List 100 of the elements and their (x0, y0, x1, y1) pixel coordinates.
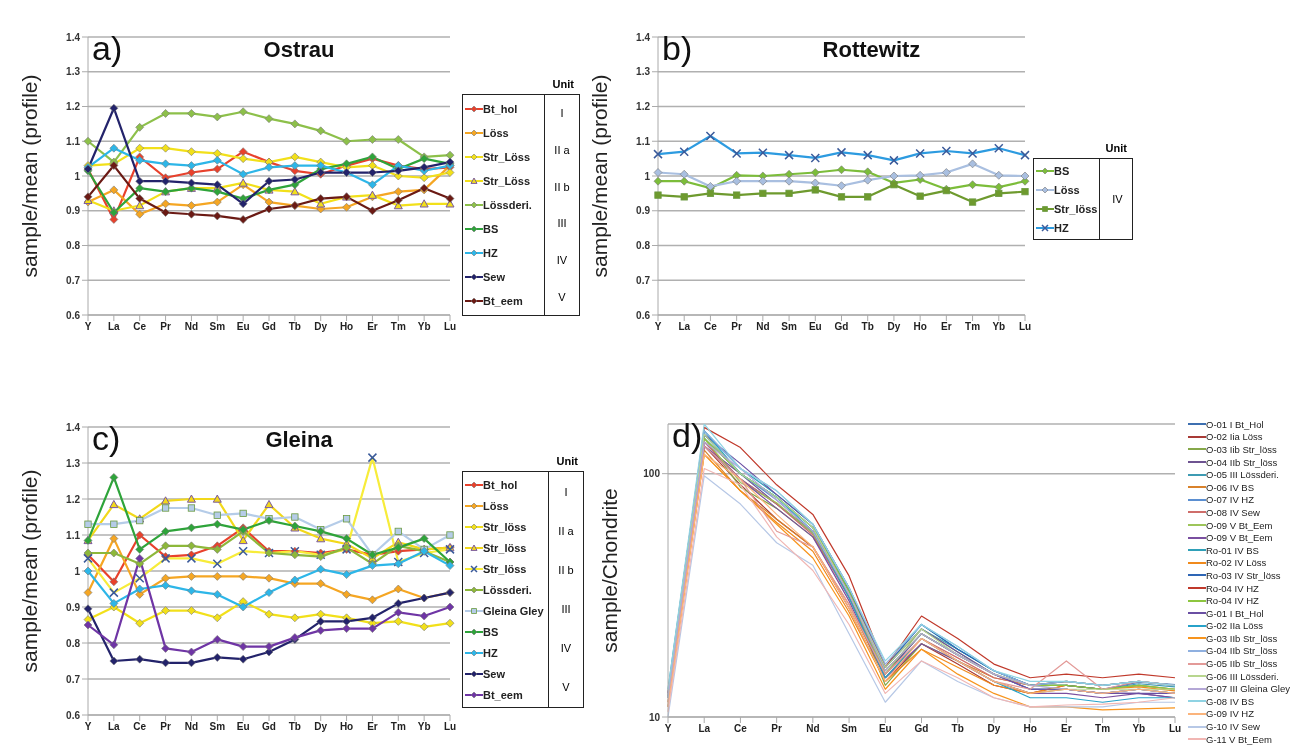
x-tick-label: La (108, 721, 121, 733)
x-tick-label: Tb (288, 321, 301, 333)
legend-label: Bt_hol (483, 478, 518, 491)
x-tick-label: Ho (339, 721, 354, 733)
legend-label: Str_löss (483, 520, 527, 533)
x-tick-label: Tm (965, 321, 981, 333)
legend-label: Ro-04 IV HZ (1206, 595, 1259, 607)
x-tick-label: Eu (878, 723, 892, 735)
y-tick-label: 1.1 (66, 529, 81, 541)
y-tick-label: 1 (644, 170, 651, 182)
chart-title: Gleina (264, 427, 334, 453)
x-tick-label: Ho (1023, 723, 1037, 735)
legend-label: G-03 IIb Str_löss (1206, 632, 1278, 644)
legend-label: Ro-02 IV Löss (1206, 557, 1267, 569)
chart-title: Rottewitz (821, 37, 922, 63)
y-tick-label: 0.7 (66, 274, 81, 286)
legend-label: Lössderi. (483, 199, 532, 211)
y-tick-label: 1.1 (636, 135, 651, 147)
x-tick-label: Eu (236, 321, 250, 333)
x-tick-label: Pr (731, 321, 743, 333)
legend-label: Ro-03 IV Str_löss (1206, 569, 1281, 581)
y-tick-label: 0.8 (66, 240, 81, 252)
y-tick-label: 0.6 (66, 309, 81, 321)
x-tick-label: La (678, 321, 691, 333)
y-tick-label: 100 (643, 468, 661, 480)
annotation: a) (92, 29, 123, 68)
x-tick-label: Pr (771, 723, 783, 735)
x-tick-label: Nd (756, 321, 770, 333)
x-tick-label: Nd (806, 723, 820, 735)
text: Unit (551, 78, 575, 92)
x-tick-label: Ce (734, 723, 748, 735)
x-tick-label: Er (941, 321, 952, 333)
x-tick-label: Y (84, 721, 92, 733)
x-tick-label: La (698, 723, 711, 735)
y-tick-label: 10 (648, 711, 661, 723)
legend-label: Str_Löss (483, 175, 531, 187)
legend-label: HZ (1054, 221, 1069, 234)
x-tick-label: Dy (314, 721, 328, 733)
annotation: c) (92, 419, 121, 458)
text: II b (558, 563, 574, 576)
x-tick-label: Nd (184, 721, 199, 733)
y-tick-label: 1.4 (66, 31, 81, 43)
text: V (558, 290, 566, 303)
x-tick-label: Gd (262, 721, 276, 733)
y-axis-title: sample/mean (profile) (18, 469, 42, 673)
x-tick-label: Gd (914, 723, 929, 735)
legend-label: Ro-01 IV BS (1206, 544, 1259, 556)
legend-label: G-02 IIa Löss (1206, 620, 1264, 632)
x-tick-label: Y (84, 321, 92, 333)
y-tick-label: 0.9 (636, 205, 651, 217)
y-tick-label: 1.3 (636, 66, 651, 78)
y-tick-label: 1.1 (66, 135, 81, 147)
x-tick-label: Y (654, 321, 662, 333)
text: III (557, 217, 567, 230)
y-tick-label: 0.7 (66, 673, 81, 685)
legend-label: Löss (483, 127, 509, 139)
y-tick-label: 1.2 (636, 101, 651, 113)
y-axis-title: sample/mean (profile) (588, 74, 612, 278)
text: IV (1112, 193, 1123, 205)
legend-label: Str_löss (1054, 202, 1098, 215)
y-tick-label: 0.6 (636, 309, 651, 321)
x-tick-label: Yb (417, 721, 431, 733)
text: II a (554, 143, 570, 156)
text: V (562, 681, 570, 694)
legend-label: O-09 V Bt_Eem (1206, 519, 1273, 531)
x-tick-label: Tb (861, 321, 874, 333)
legend-label: Str_löss (483, 562, 527, 575)
legend-label: O-05 III Lössderi. (1206, 469, 1279, 481)
legend-label: G-06 III Lössderi. (1206, 670, 1279, 682)
legend-label: G-10 IV Sew (1206, 721, 1260, 733)
x-tick-label: Tb (951, 723, 964, 735)
x-tick-label: Ho (913, 321, 927, 333)
x-tick-label: Lu (1018, 321, 1032, 333)
x-tick-label: Eu (808, 321, 822, 333)
legend-label: Gleina Gley (483, 604, 544, 617)
x-tick-label: Gd (834, 321, 849, 333)
legend-label: Löss (483, 499, 509, 512)
x-tick-label: Dy (314, 321, 328, 333)
text: Unit (555, 455, 579, 469)
y-tick-label: 1.4 (66, 421, 81, 433)
x-tick-label: Lu (443, 321, 457, 333)
x-tick-label: Er (367, 321, 378, 333)
x-tick-label: Ce (704, 321, 718, 333)
x-tick-label: Yb (417, 321, 431, 333)
y-tick-label: 1 (74, 565, 81, 577)
x-tick-label: Dy (887, 321, 901, 333)
legend-label: O-03 Iib Str_löss (1206, 443, 1277, 455)
legend-label: BS (1054, 164, 1070, 177)
x-tick-label: Yb (992, 321, 1006, 333)
legend-label: Sew (483, 667, 506, 680)
legend-label: G-01 I Bt_Hol (1206, 607, 1264, 619)
x-tick-label: Sm (209, 321, 226, 333)
y-tick-label: 0.8 (66, 637, 81, 649)
legend-label: Löss (1054, 183, 1080, 196)
text: II a (558, 524, 574, 537)
legend-label: HZ (483, 646, 498, 659)
x-tick-label: Ho (339, 321, 354, 333)
x-tick-label: Tm (390, 721, 406, 733)
x-tick-label: Nd (184, 321, 199, 333)
x-tick-label: Sm (209, 721, 226, 733)
